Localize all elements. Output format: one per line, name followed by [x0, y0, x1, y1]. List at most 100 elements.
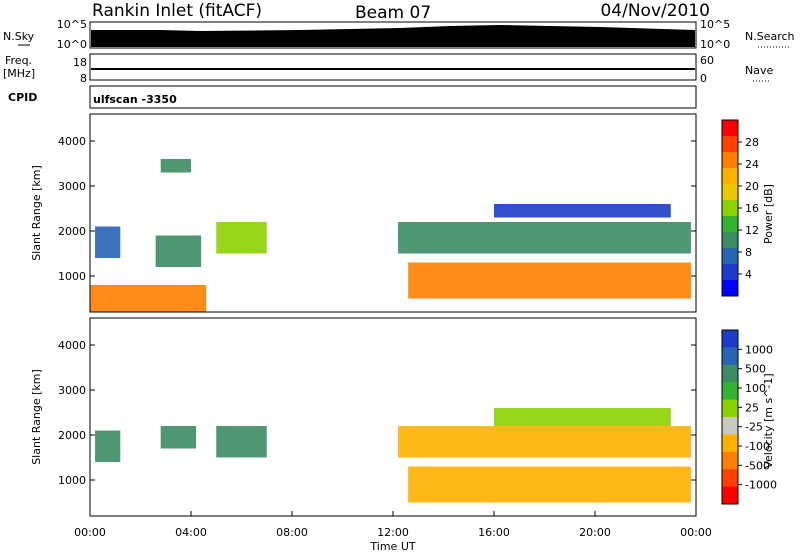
- velocity-ytick-label-3: 4000: [58, 339, 86, 352]
- power-data: [90, 159, 691, 312]
- velocity-ylabel: Slant Range [km]: [30, 369, 43, 465]
- velocity-colorbar-swatch-3: [722, 382, 738, 401]
- power-ytick-label-3: 4000: [58, 135, 86, 148]
- velocity-colorbar-tick-label-2: 100: [745, 382, 766, 395]
- velocity-colorbar-tick-label-4: -25: [745, 421, 763, 434]
- beam-label: Beam 07: [355, 3, 431, 23]
- velocity-colorbar-swatch-8: [722, 469, 738, 488]
- velocity-colorbar-tick-label-1: 500: [745, 363, 766, 376]
- velocity-colorbar-swatch-6: [722, 434, 738, 453]
- power-region-3: [160, 159, 191, 173]
- power-colorbar-tick-label-0: 28: [745, 136, 759, 149]
- power-colorbar-swatch-7: [722, 232, 738, 249]
- power-colorbar-tick-label-5: 8: [745, 246, 752, 259]
- power-region-5: [398, 222, 691, 254]
- cpid-value: ulfscan -3350: [93, 93, 177, 106]
- nave-tick-right-bottom: 0: [700, 72, 707, 85]
- velocity-colorbar-label: Velocity [m s^-1]: [762, 373, 775, 468]
- noise-panel: [89, 21, 697, 49]
- velocity-colorbar-swatch-7: [722, 451, 738, 470]
- nsky-label: N.Sky: [3, 30, 35, 43]
- velocity-xtick-label-3: 12:00: [377, 526, 409, 539]
- freq-tick-left-bottom: 8: [80, 72, 87, 85]
- cpid-label: CPID: [8, 91, 37, 104]
- nsearch-label: N.Search: [745, 30, 795, 43]
- velocity-region-0: [95, 430, 121, 462]
- velocity-colorbar-swatch-0: [722, 330, 738, 348]
- velocity-data: [95, 408, 691, 503]
- time-axis-label: Time UT: [369, 540, 415, 553]
- velocity-colorbar-swatch-4: [722, 399, 738, 418]
- power-colorbar-swatch-1: [722, 136, 738, 153]
- velocity-y-ticks: 1000 2000 3000 4000: [58, 339, 696, 487]
- power-colorbar-tick-label-4: 12: [745, 224, 759, 237]
- power-region-7: [494, 204, 671, 218]
- date-label: 04/Nov/2010: [600, 1, 710, 21]
- velocity-region-2: [216, 426, 267, 458]
- power-frame: [89, 113, 697, 313]
- velocity-ytick-label-1: 2000: [58, 429, 86, 442]
- power-region-1: [95, 226, 121, 258]
- freq-tick-left-top: 18: [73, 56, 87, 69]
- power-colorbar-swatch-5: [722, 200, 738, 217]
- velocity-xtick-label-5: 20:00: [579, 526, 611, 539]
- cpid-panel: [89, 85, 697, 109]
- noise-tick-left-bottom: 10^0: [57, 38, 87, 51]
- power-colorbar-swatch-8: [722, 248, 738, 265]
- velocity-colorbar: 1000 500 100 25 -25 -100 -500 -1000: [721, 329, 777, 505]
- power-colorbar-tick-label-1: 24: [745, 158, 759, 171]
- velocity-region-1: [160, 426, 197, 449]
- power-region-2: [155, 235, 202, 267]
- noise-tick-left-top: 10^5: [57, 18, 87, 31]
- power-colorbar-swatch-2: [722, 152, 738, 169]
- freq-unit: [MHz]: [3, 67, 35, 80]
- freq-panel: [89, 53, 697, 81]
- velocity-colorbar-swatch-9: [722, 486, 738, 505]
- power-colorbar-label: Power [dB]: [762, 184, 775, 244]
- noise-tick-right-bottom: 10^0: [700, 38, 730, 51]
- power-colorbar-swatch-3: [722, 168, 738, 185]
- station-title: Rankin Inlet (fitACF): [92, 1, 262, 21]
- power-colorbar-swatch-6: [722, 216, 738, 233]
- power-ytick-label-0: 1000: [58, 270, 86, 283]
- velocity-region-5: [494, 408, 671, 426]
- power-plot: 1000 2000 3000 4000 Slant Range [km]: [30, 113, 697, 313]
- velocity-plot: 1000 2000 3000 4000 00:00 04:00 08:00 12:00 16:…: [30, 317, 712, 553]
- velocity-colorbar-tick-label-0: 1000: [745, 343, 773, 356]
- power-colorbar-tick-label-3: 16: [745, 202, 759, 215]
- velocity-ytick-label-0: 1000: [58, 474, 86, 487]
- nave-label: Nave: [745, 64, 773, 77]
- power-ytick-label-2: 3000: [58, 180, 86, 193]
- power-ytick-label-1: 2000: [58, 225, 86, 238]
- velocity-xtick-label-2: 08:00: [276, 526, 308, 539]
- velocity-xtick-label-0: 00:00: [74, 526, 106, 539]
- velocity-colorbar-tick-label-5: -100: [745, 440, 770, 453]
- velocity-xtick-label-6: 00:00: [680, 526, 712, 539]
- velocity-colorbar-frame: [721, 329, 739, 505]
- noise-tick-right-top: 10^5: [700, 18, 730, 31]
- velocity-ytick-label-2: 3000: [58, 384, 86, 397]
- velocity-colorbar-swatch-1: [722, 347, 738, 366]
- power-colorbar-swatch-9: [722, 264, 738, 281]
- power-region-0: [90, 285, 207, 312]
- velocity-xtick-label-4: 16:00: [478, 526, 510, 539]
- velocity-colorbar-swatch-2: [722, 364, 738, 383]
- power-y-ticks: 1000 2000 3000 4000: [58, 135, 696, 283]
- power-colorbar: 28 24 20 16 12 8 4: [721, 119, 759, 297]
- power-colorbar-tick-label-2: 20: [745, 180, 759, 193]
- nave-tick-right-top: 60: [700, 54, 714, 67]
- power-region-6: [408, 262, 691, 299]
- power-ylabel: Slant Range [km]: [30, 165, 43, 261]
- velocity-x-ticks: 00:00 04:00 08:00 12:00 16:00 20:00 00:00: [74, 511, 712, 539]
- velocity-colorbar-tick-label-3: 25: [745, 401, 759, 414]
- power-colorbar-swatch-4: [722, 184, 738, 201]
- power-colorbar-tick-label-6: 4: [745, 268, 752, 281]
- velocity-region-4: [408, 466, 691, 503]
- power-colorbar-swatch-10: [722, 280, 738, 297]
- freq-label: Freq.: [5, 54, 32, 67]
- power-region-4: [216, 222, 267, 254]
- velocity-colorbar-tick-label-6: -500: [745, 459, 770, 472]
- velocity-colorbar-tick-label-7: -1000: [745, 479, 777, 492]
- power-colorbar-swatch-0: [722, 120, 738, 137]
